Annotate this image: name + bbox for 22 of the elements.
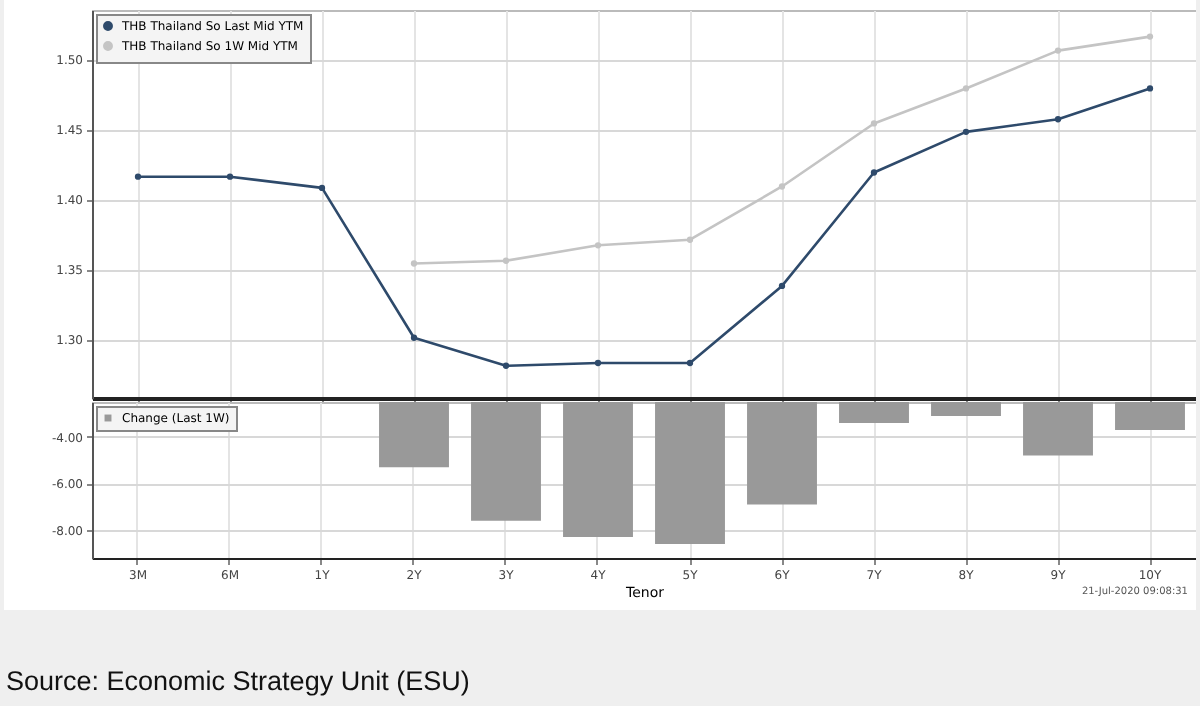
point <box>1146 85 1154 92</box>
point <box>594 242 602 249</box>
point <box>778 282 786 290</box>
point <box>962 128 970 136</box>
point <box>502 362 510 369</box>
point <box>686 359 694 367</box>
point <box>778 183 786 190</box>
point <box>318 184 326 192</box>
source-note: Source: Economic Strategy Unit (ESU) <box>6 666 470 696</box>
point <box>1054 116 1062 123</box>
point <box>134 173 142 180</box>
point <box>1054 47 1062 54</box>
point <box>962 85 970 92</box>
point <box>870 120 878 127</box>
point <box>410 260 418 267</box>
point <box>1146 33 1154 40</box>
point <box>686 236 694 243</box>
point <box>226 173 234 180</box>
point <box>410 334 418 341</box>
point <box>594 359 602 367</box>
point <box>502 257 510 264</box>
point <box>870 169 878 176</box>
